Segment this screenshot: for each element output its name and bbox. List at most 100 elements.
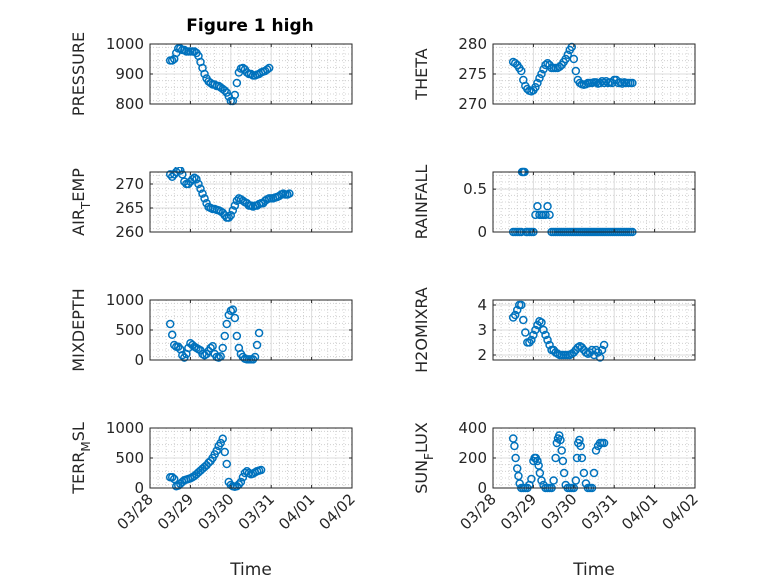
subplot-1: 800 900 1000 PRESSURE: [69, 32, 353, 116]
subplot-5: 0 500 1000 MIXDEPTH: [69, 288, 353, 372]
data-point: [192, 174, 201, 184]
data-point: [599, 340, 609, 350]
data-point: [212, 446, 221, 456]
data-series: [165, 305, 264, 364]
axes-box: [149, 171, 353, 233]
data-point: [549, 476, 558, 485]
data-point: [167, 330, 177, 340]
data-point: [597, 345, 607, 355]
data-point: [571, 66, 581, 76]
data-point: [194, 179, 203, 189]
y-axis-label: TERRMSL: [69, 422, 93, 495]
y-tick-label: 900: [115, 65, 144, 83]
x-tick-label: 04/01: [618, 490, 661, 533]
data-point: [248, 355, 258, 364]
data-point: [174, 342, 183, 352]
data-point: [224, 213, 234, 222]
data-point: [533, 456, 542, 466]
data-point: [531, 210, 540, 220]
data-point: [190, 173, 199, 183]
data-point: [511, 453, 520, 463]
data-point: [539, 64, 548, 74]
data-point: [232, 331, 242, 341]
data-series: [165, 44, 274, 106]
data-point: [238, 472, 248, 482]
data-point: [240, 468, 250, 478]
data-point: [555, 431, 564, 440]
data-point: [230, 90, 240, 100]
data-series: [165, 434, 266, 492]
data-point: [545, 340, 554, 350]
data-point: [561, 54, 570, 64]
y-tick-label: 270: [115, 175, 144, 193]
x-tick-label: 03/31: [235, 490, 278, 533]
data-series: [165, 167, 294, 222]
data-point: [200, 194, 209, 203]
data-point: [557, 446, 566, 455]
subplot-7: 05001000TERRMSL03/2803/2903/3003/3104/01…: [69, 419, 359, 580]
data-point: [563, 50, 572, 60]
data-point: [216, 438, 225, 448]
x-tick-label: 03/31: [578, 490, 621, 533]
data-point: [537, 318, 546, 327]
data-point: [541, 210, 550, 220]
data-point: [572, 453, 582, 463]
data-point: [556, 435, 565, 445]
data-point: [543, 335, 552, 345]
y-tick-label: 1000: [106, 291, 144, 309]
data-point: [589, 468, 599, 478]
data-point: [220, 447, 229, 457]
x-axis-label: Time: [572, 560, 615, 580]
y-tick-label: 275: [458, 65, 487, 83]
y-axis-label: SUNFLUX: [412, 422, 436, 494]
x-axis-label: Time: [229, 560, 272, 580]
data-point: [559, 468, 569, 478]
data-point: [236, 477, 246, 487]
data-point: [575, 435, 584, 445]
y-tick-label: 200: [458, 449, 487, 467]
data-series: [508, 300, 609, 362]
y-tick-label: 1000: [106, 419, 144, 437]
data-point: [529, 330, 538, 340]
data-point: [232, 196, 242, 206]
x-tick-label: 04/02: [316, 490, 359, 533]
x-tick-label: 04/01: [275, 490, 318, 533]
data-point: [196, 184, 205, 194]
data-point: [178, 350, 187, 360]
data-point: [535, 468, 545, 478]
y-axis-label: MIXDEPTH: [69, 288, 88, 371]
data-point: [220, 331, 229, 341]
y-tick-label: 0: [477, 479, 487, 497]
data-series: [508, 42, 637, 96]
y-tick-label: 1000: [106, 35, 144, 53]
data-point: [165, 319, 175, 329]
data-point: [167, 472, 177, 482]
data-point: [531, 325, 540, 335]
data-point: [262, 65, 272, 74]
data-point: [521, 328, 530, 337]
y-axis-label: PRESSURE: [69, 32, 88, 116]
data-point: [576, 441, 585, 451]
subplot-6: 2 3 4 H2OMIXRA: [412, 287, 696, 373]
y-axis-label: AIRTEMP: [69, 168, 93, 236]
y-tick-label: 400: [458, 419, 487, 437]
y-tick-label: 0: [477, 223, 487, 241]
data-point: [543, 202, 552, 211]
x-tick-label: 03/30: [194, 490, 237, 533]
data-point: [531, 82, 540, 92]
data-point: [230, 313, 240, 323]
data-point: [571, 476, 581, 485]
data-point: [254, 328, 264, 338]
y-axis-label: RAINFALL: [412, 165, 431, 240]
data-point: [200, 69, 209, 79]
data-point: [541, 330, 550, 340]
data-point: [208, 341, 217, 351]
data-point: [595, 353, 605, 362]
y-axis-label: THETA: [412, 48, 431, 100]
y-tick-label: 270: [458, 95, 487, 113]
y-tick-label: 0.5: [463, 180, 487, 198]
data-point: [218, 343, 227, 353]
y-tick-label: 280: [458, 35, 487, 53]
